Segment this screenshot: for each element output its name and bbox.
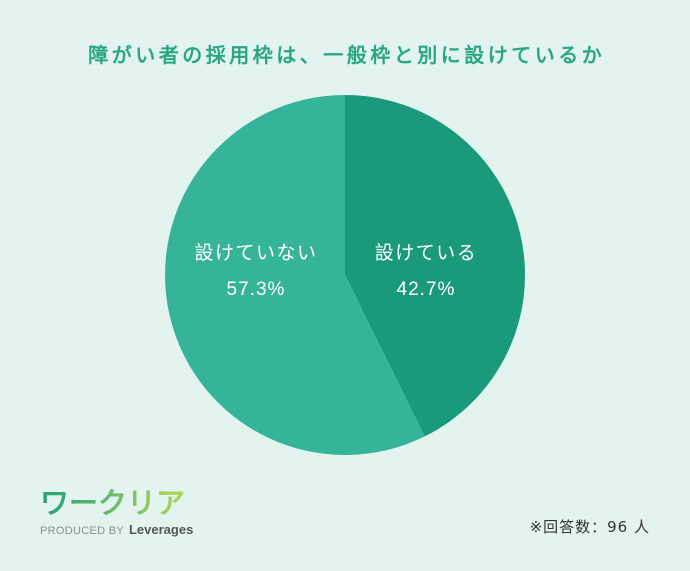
slice-value-2: 57.3% [227, 279, 286, 300]
slice-value-2-unit: % [268, 279, 286, 300]
logo-produced-by: PRODUCED BY [40, 525, 124, 537]
slice-value-1-number: 42.7 [397, 279, 438, 300]
pie-chart: 設けている 42.7% 設けていない 57.3% [165, 94, 526, 455]
slice-value-1: 42.7% [397, 279, 456, 300]
slice-value-1-unit: % [438, 279, 456, 300]
pie-slices [165, 94, 526, 455]
pie-slice-2 [165, 95, 425, 455]
slice-label-2: 設けていない [194, 242, 317, 264]
logo-wordmark: ワークリア [40, 486, 185, 520]
logo-credit: PRODUCED BY Leverages [40, 522, 193, 537]
slice-label-1: 設けている [375, 242, 478, 264]
respondent-count-note: ※回答数：96 人 [529, 518, 650, 536]
pie-slice-1 [345, 94, 526, 437]
chart-title: 障がい者の採用枠は、一般枠と別に設けているか [88, 43, 606, 67]
logo: ワークリア PRODUCED BY Leverages [40, 486, 193, 537]
slice-value-2-number: 57.3 [227, 279, 268, 300]
logo-brand: Leverages [129, 522, 193, 537]
